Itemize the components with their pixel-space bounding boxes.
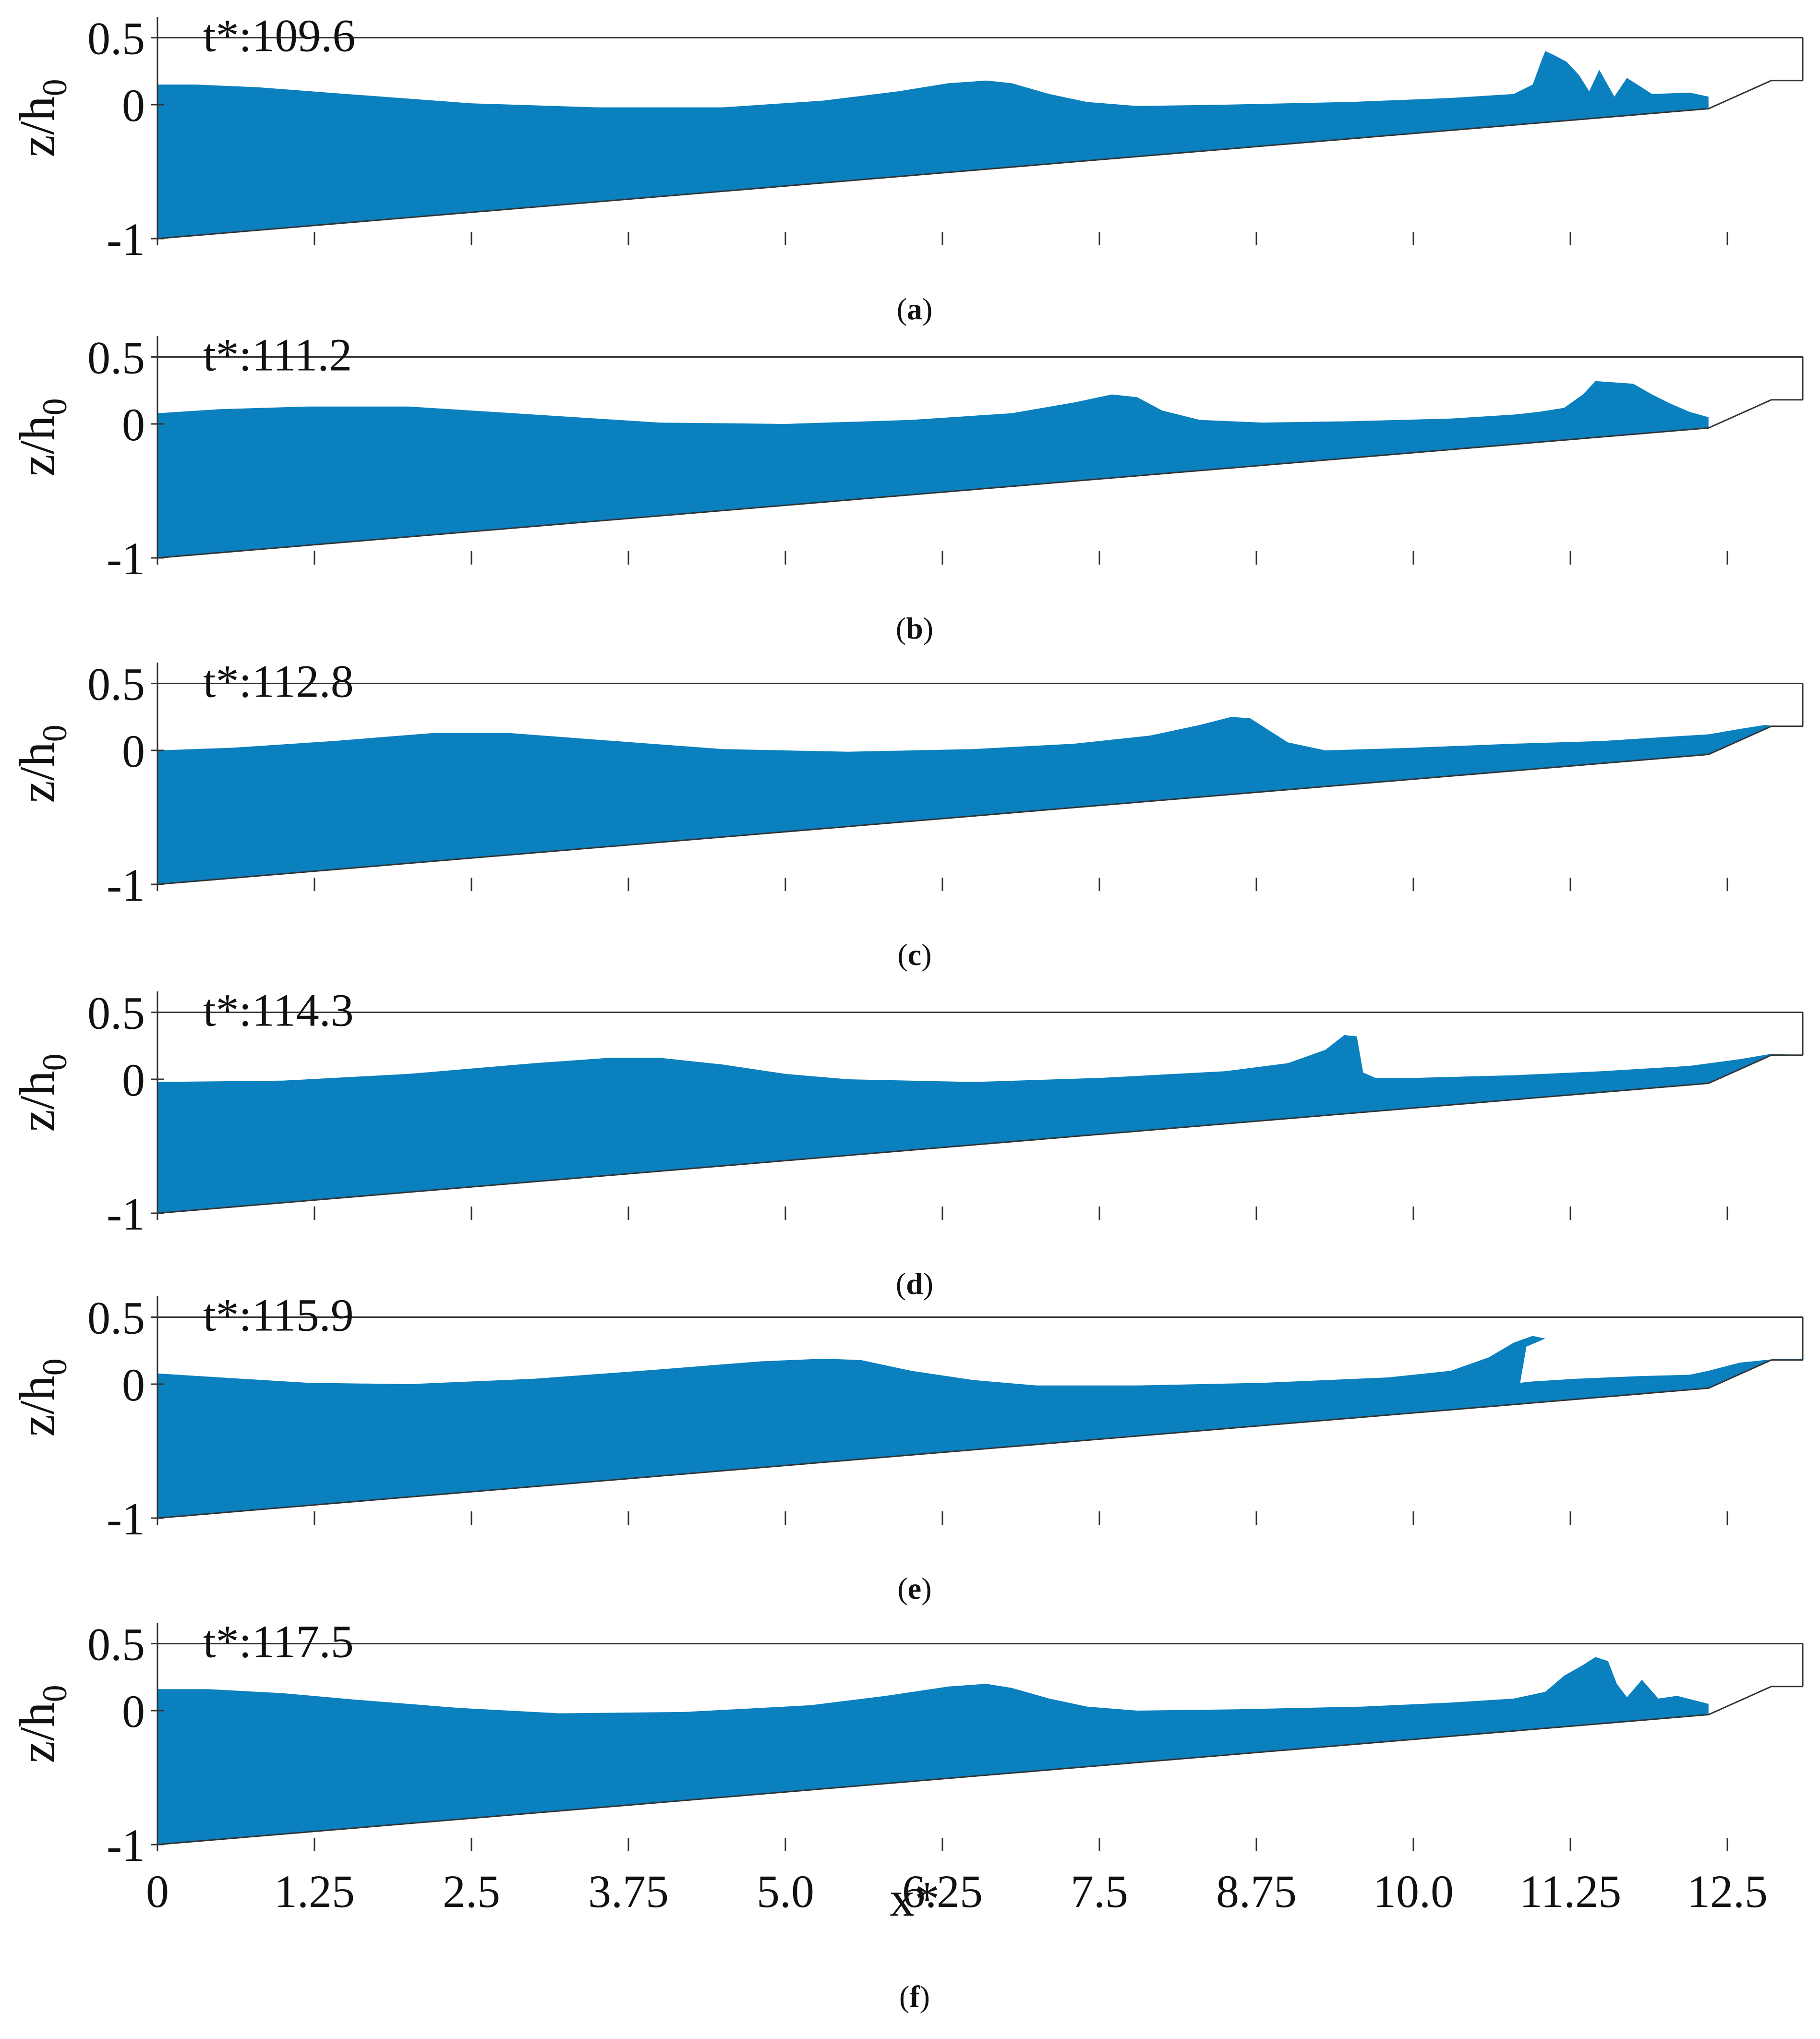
panel-caption: (d): [896, 1267, 933, 1301]
bed-profile: [157, 1359, 1803, 1519]
y-tick-label: 0.5: [87, 987, 145, 1038]
panel-caption: (c): [897, 938, 931, 972]
caption-open: (: [897, 1571, 907, 1605]
y-axis-label: z/h0: [10, 79, 74, 157]
caption-close: ): [922, 292, 932, 326]
caption-letter: e: [908, 1571, 921, 1605]
panel-d: 0.50-1z/h0t*:114.3(d): [10, 984, 1804, 1301]
caption-close: ): [923, 1267, 933, 1301]
x-tick-label: 11.25: [1519, 1866, 1621, 1917]
caption-open: (: [896, 611, 906, 645]
y-tick-label: 0: [122, 1686, 145, 1737]
y-axis-label-main: z/h: [10, 742, 65, 803]
y-tick-label: 0.5: [87, 1292, 145, 1343]
y-axis-label-main: z/h: [10, 415, 65, 476]
x-tick-label: 5.0: [757, 1866, 814, 1917]
panel-f: 0.50-1z/h0t*:117.5(f)0 1.25 2.5 3.75 5.0 6.25…: [10, 1616, 1804, 2014]
y-tick-label: -1: [107, 1188, 145, 1240]
caption-letter: d: [906, 1267, 923, 1301]
x-tick-label: 2.5: [443, 1866, 500, 1917]
water-body: [157, 1035, 1803, 1213]
time-label: t*:112.8: [203, 655, 354, 707]
bed-profile: [157, 399, 1803, 559]
x-tick-label: 0: [146, 1866, 169, 1917]
time-label: t*:109.6: [203, 10, 355, 61]
time-label: t*:117.5: [203, 1616, 354, 1667]
y-tick-label: -1: [107, 214, 145, 265]
y-axis-label-subscript: 0: [36, 398, 74, 415]
y-axis-label-subscript: 0: [36, 1358, 74, 1375]
x-tick-label: 6.25: [902, 1866, 983, 1917]
caption-open: (: [897, 292, 907, 326]
panels: 0.50-1z/h0t*:109.6(a)0.50-1z/h0t*:111.2(…: [10, 10, 1804, 2014]
x-tick-label: 12.5: [1687, 1866, 1768, 1917]
y-axis-label-subscript: 0: [36, 1685, 74, 1702]
time-label: t*:115.9: [203, 1289, 354, 1340]
time-label: t*:111.2: [203, 329, 352, 380]
y-axis-label-main: z/h: [10, 1702, 65, 1763]
caption-open: (: [897, 938, 907, 972]
panel-caption: (e): [897, 1571, 931, 1605]
x-axis-label: x*: [890, 1871, 940, 1927]
x-tick-label: 1.25: [274, 1866, 355, 1917]
y-axis-label: z/h0: [10, 398, 74, 476]
y-tick-label: 0.5: [87, 12, 145, 64]
y-tick-label: 0.5: [87, 658, 145, 710]
y-tick-label: -1: [107, 1493, 145, 1544]
panel-e: 0.50-1z/h0t*:115.9(e): [10, 1289, 1804, 1605]
water-body: [157, 381, 1709, 558]
y-tick-label: 0: [122, 1359, 145, 1411]
panel-b: 0.50-1z/h0t*:111.2(b): [10, 329, 1804, 645]
y-tick-label: 0: [122, 1054, 145, 1106]
panel-caption: (b): [896, 611, 933, 645]
x-tick-label: 7.5: [1071, 1866, 1128, 1917]
water-body: [157, 1657, 1709, 1845]
time-label: t*:114.3: [203, 984, 354, 1036]
y-axis-label-subscript: 0: [36, 724, 74, 742]
x-tick-label: 3.75: [588, 1866, 669, 1917]
y-tick-label: -1: [107, 533, 145, 584]
y-axis-label: z/h0: [10, 1358, 74, 1436]
panel-a: 0.50-1z/h0t*:109.6(a): [10, 10, 1804, 326]
water-body: [157, 1336, 1803, 1518]
caption-close: ): [921, 938, 931, 972]
y-axis-label: z/h0: [10, 1053, 74, 1132]
caption-close: ): [923, 611, 933, 645]
caption-letter: c: [908, 938, 921, 972]
y-tick-label: 0: [122, 399, 145, 450]
y-tick-label: -1: [107, 859, 145, 911]
water-body: [157, 51, 1709, 239]
caption-open: (: [899, 1979, 909, 2014]
y-axis-label-main: z/h: [10, 1375, 65, 1436]
bed-profile: [157, 725, 1803, 885]
caption-open: (: [896, 1267, 906, 1301]
x-tick-label: 10.0: [1373, 1866, 1454, 1917]
y-axis-label: z/h0: [10, 724, 74, 803]
y-axis-label-subscript: 0: [36, 1053, 74, 1071]
y-tick-label: 0: [122, 80, 145, 131]
bed-profile: [157, 1686, 1803, 1846]
bed-profile: [157, 1054, 1803, 1214]
y-tick-label: 0: [122, 725, 145, 777]
y-axis-label-main: z/h: [10, 1071, 65, 1132]
y-axis-label-main: z/h: [10, 96, 65, 157]
panel-c: 0.50-1z/h0t*:112.8(c): [10, 655, 1804, 972]
water-body: [157, 717, 1803, 884]
panel-caption: (f): [899, 1979, 930, 2014]
x-tick-label: 8.75: [1216, 1866, 1297, 1917]
caption-letter: a: [907, 292, 922, 326]
caption-letter: f: [909, 1979, 920, 2014]
caption-letter: b: [906, 611, 923, 645]
y-tick-label: 0.5: [87, 1618, 145, 1670]
y-axis-label: z/h0: [10, 1685, 74, 1763]
y-tick-label: -1: [107, 1820, 145, 1871]
y-tick-label: 0.5: [87, 332, 145, 383]
caption-close: ): [920, 1979, 930, 2014]
bed-profile: [157, 80, 1803, 240]
caption-close: ): [921, 1571, 931, 1605]
panel-caption: (a): [897, 292, 933, 326]
y-axis-label-subscript: 0: [36, 79, 74, 96]
